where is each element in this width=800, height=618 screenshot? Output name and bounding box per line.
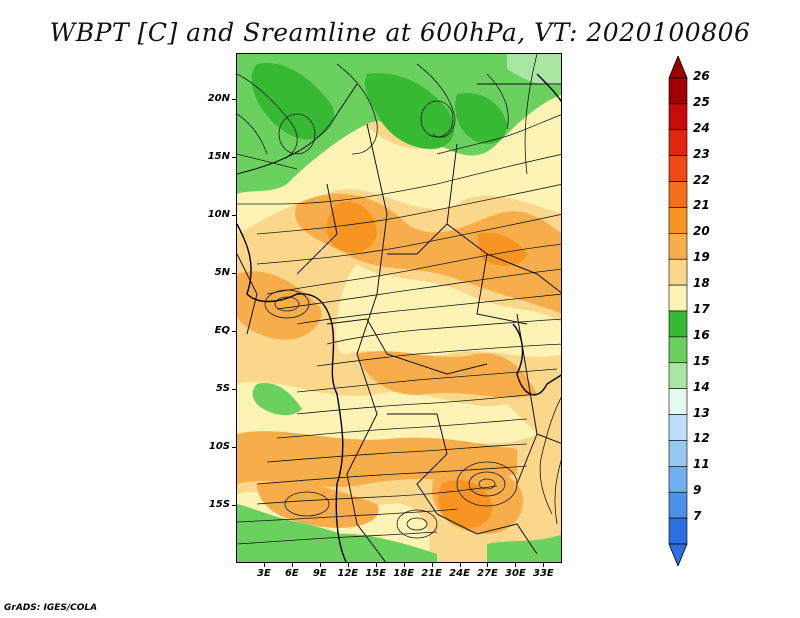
colorbar-segment: [668, 362, 688, 389]
coastline: [237, 73, 561, 562]
colorbar-level-label: 17: [693, 302, 710, 316]
colorbar-level-label: 14: [693, 379, 710, 394]
lat-tick-mark: [232, 215, 236, 217]
lat-tick-mark: [232, 273, 236, 275]
lon-tick-mark: [263, 563, 265, 567]
lon-tick-label: 30E: [505, 568, 526, 579]
wbpt-green-regions: [237, 54, 561, 562]
lat-tick-label: 10N: [207, 209, 230, 221]
colorbar-level-label: 21: [693, 198, 710, 213]
colorbar-segment: [668, 414, 688, 441]
colorbar-level-label: 26: [693, 69, 710, 83]
colorbar-under-arrow: [668, 543, 688, 566]
lon-tick-mark: [319, 563, 321, 567]
colorbar-segment: [668, 103, 688, 131]
lon-tick-mark: [487, 563, 489, 567]
colorbar-segment: [668, 491, 688, 519]
colorbar-segment: [668, 336, 688, 364]
lat-tick-label: 20N: [207, 93, 230, 105]
lon-tick-label: 15E: [365, 568, 387, 579]
colorbar-segment: [668, 129, 688, 156]
colorbar-level-label: 12: [693, 431, 710, 446]
colorbar-segment: [668, 77, 688, 105]
lon-tick-label: 18E: [393, 568, 415, 579]
lon-tick-label: 27E: [477, 568, 498, 579]
lon-tick-mark: [375, 563, 377, 567]
colorbar-segment: [668, 466, 688, 493]
lon-tick-mark: [291, 563, 293, 567]
lon-tick-label: 6E: [284, 568, 299, 579]
colorbar-segment: [668, 310, 688, 338]
colorbar-segment: [668, 517, 688, 545]
lon-tick-mark: [515, 563, 517, 567]
colorbar-level-label: 11: [693, 457, 710, 472]
lat-tick-label: 15N: [207, 151, 230, 163]
colorbar-over-arrow: [668, 56, 688, 79]
colorbar-level-label: 9: [693, 483, 702, 498]
colorbar-level-label: 25: [693, 94, 710, 109]
lon-tick-mark: [403, 563, 405, 567]
colorbar-level-label: 7: [693, 509, 702, 524]
colorbar-level-label: 15: [693, 353, 710, 368]
colorbar-level-label: 16: [693, 327, 710, 342]
streamlines: [237, 54, 561, 545]
grads-credit: GrADS: IGES/COLA: [4, 603, 98, 613]
lon-tick-label: 21E: [421, 568, 442, 579]
chart-title: WBPT [C] and Sreamline at 600hPa, VT: 20…: [49, 18, 751, 47]
colorbar-segment: [668, 440, 688, 467]
lat-tick-mark: [232, 99, 236, 101]
lon-tick-mark: [347, 563, 349, 567]
lat-tick-mark: [232, 157, 236, 159]
lat-tick-label: EQ: [214, 325, 230, 337]
colorbar-level-label: 23: [693, 146, 710, 161]
colorbar-segment: [668, 181, 688, 208]
colorbar-segment: [668, 207, 688, 234]
colorbar-level-label: 13: [693, 405, 710, 420]
lon-tick-mark: [459, 563, 461, 567]
lat-tick-mark: [232, 389, 236, 391]
lat-tick-label: 10S: [208, 441, 230, 453]
map-panel: [236, 53, 562, 563]
colorbar-level-label: 18: [693, 276, 710, 291]
lat-tick-mark: [232, 447, 236, 449]
lat-tick-label: 5S: [215, 383, 230, 395]
colorbar-level-label: 20: [693, 224, 710, 239]
colorbar-level-label: 22: [693, 172, 710, 187]
lon-tick-mark: [431, 563, 433, 567]
streamline-vortices: [264, 100, 518, 539]
lat-tick-label: 15S: [208, 499, 230, 511]
lon-tick-label: 3E: [257, 568, 271, 579]
lat-tick-mark: [232, 505, 236, 507]
lon-tick-label: 12E: [337, 568, 359, 579]
wbpt-dark-orange-patches: [326, 201, 527, 528]
colorbar-segment: [668, 284, 688, 312]
lon-tick-label: 33E: [532, 568, 554, 579]
colorbar-segment: [668, 233, 688, 260]
map-field: [237, 54, 561, 562]
lat-tick-label: 5N: [214, 267, 230, 279]
colorbar-segment: [668, 258, 688, 286]
colorbar-level-label: 19: [693, 250, 710, 265]
lon-tick-label: 9E: [312, 568, 327, 579]
lat-tick-mark: [232, 331, 236, 333]
colorbar-segment: [668, 388, 688, 415]
colorbar-level-label: 24: [693, 120, 710, 135]
lon-tick-label: 24E: [449, 568, 470, 579]
lon-tick-mark: [543, 563, 545, 567]
colorbar-segment: [668, 155, 688, 182]
colorbar: [668, 56, 688, 566]
